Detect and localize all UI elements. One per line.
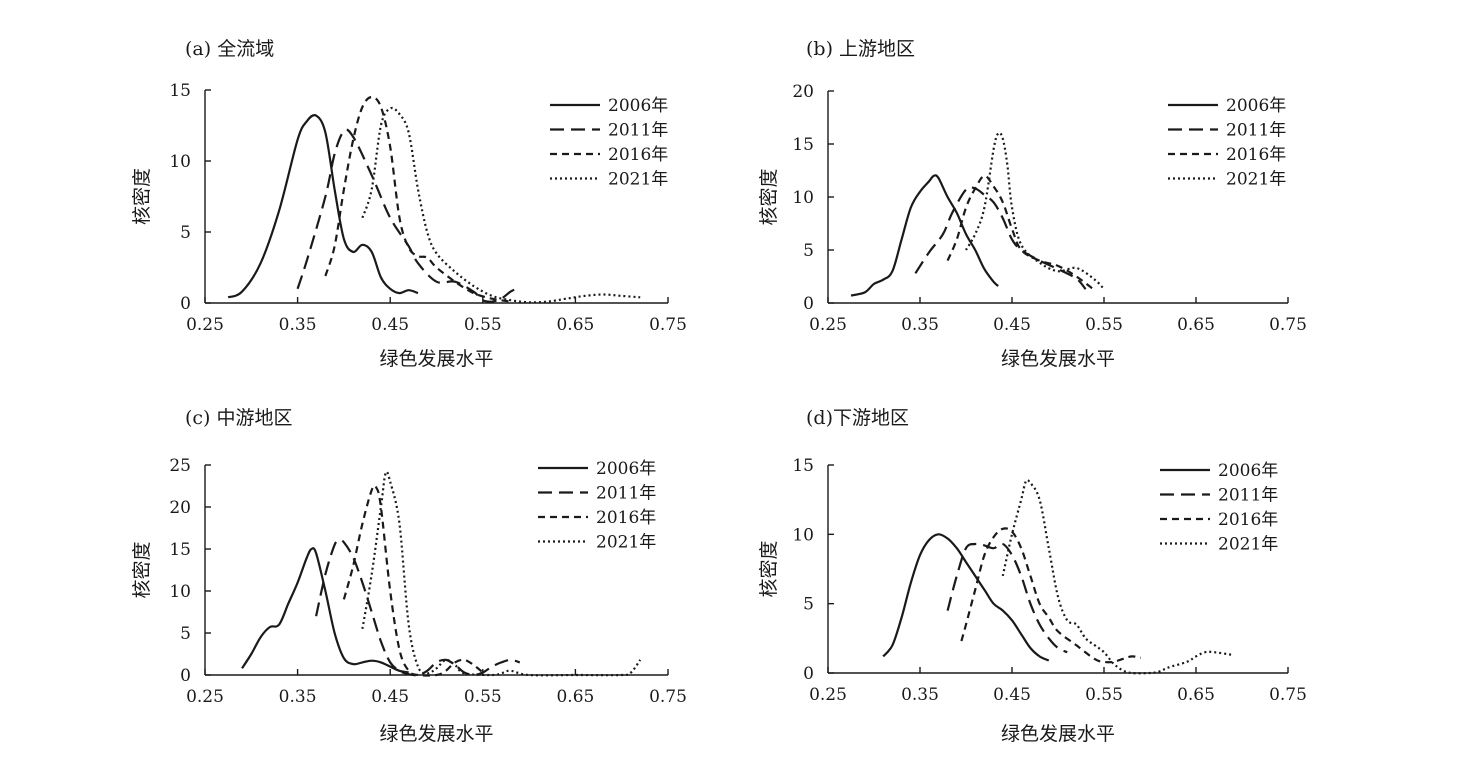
series-line-2011年 bbox=[946, 542, 1068, 654]
legend-label: 2011年 bbox=[608, 121, 668, 141]
legend-label: 2016年 bbox=[1226, 145, 1286, 165]
x-tick-label: 0.55 bbox=[1085, 315, 1123, 335]
y-axis-label: 核密度 bbox=[758, 168, 780, 225]
legend-label: 2011年 bbox=[1226, 121, 1286, 141]
y-tick-label: 15 bbox=[792, 135, 814, 155]
legend-label: 2006年 bbox=[596, 459, 656, 479]
series-line-2011年 bbox=[914, 186, 1087, 290]
x-tick-label: 0.65 bbox=[556, 315, 594, 335]
y-tick-label: 10 bbox=[169, 582, 191, 602]
series-line-2021年 bbox=[361, 106, 641, 304]
y-tick-label: 5 bbox=[803, 595, 814, 615]
series-line-2021年 bbox=[965, 131, 1105, 290]
series-line-2021年 bbox=[361, 470, 642, 677]
series-line-2011年 bbox=[296, 128, 521, 303]
legend-label: 2011年 bbox=[596, 484, 656, 504]
y-tick-label: 10 bbox=[169, 152, 191, 172]
x-axis-label: 绿色发展水平 bbox=[379, 348, 493, 370]
x-tick-label: 0.25 bbox=[809, 315, 847, 335]
legend-label: 2011年 bbox=[1218, 486, 1278, 506]
legend-label: 2021年 bbox=[1226, 170, 1286, 190]
y-tick-label: 5 bbox=[180, 624, 191, 644]
x-tick-label: 0.75 bbox=[1269, 685, 1307, 705]
legend-label: 2006年 bbox=[608, 96, 668, 116]
chart-panel-4: (d)下游地区 0.25 0.35 0.45 0.55 0.65 0.75 0 5 10 15 核密度… bbox=[758, 407, 1307, 745]
y-tick-label: 0 bbox=[180, 294, 191, 314]
series-line-2016年 bbox=[946, 174, 1096, 292]
chart-title: (d)下游地区 bbox=[806, 407, 909, 429]
x-tick-label: 0.35 bbox=[279, 315, 317, 335]
x-tick-label: 0.55 bbox=[1085, 685, 1123, 705]
series-line-2011年 bbox=[315, 539, 521, 677]
series-line-2016年 bbox=[324, 96, 511, 303]
x-tick-label: 0.65 bbox=[556, 687, 594, 707]
legend-label: 2006年 bbox=[1226, 96, 1286, 116]
series-line-2006年 bbox=[227, 114, 419, 299]
series-line-2016年 bbox=[342, 484, 484, 677]
x-tick-label: 0.25 bbox=[186, 687, 224, 707]
chart-panel-2: (b) 上游地区 0.25 0.35 0.45 0.55 0.65 0.75 0 5 10 15 20… bbox=[758, 38, 1307, 370]
x-tick-label: 0.75 bbox=[649, 687, 687, 707]
x-tick-label: 0.35 bbox=[279, 687, 317, 707]
legend-label: 2006年 bbox=[1218, 461, 1278, 481]
y-axis-label: 核密度 bbox=[131, 541, 153, 598]
legend-label: 2016年 bbox=[608, 145, 668, 165]
x-tick-label: 0.45 bbox=[371, 315, 409, 335]
chart-title: (a) 全流域 bbox=[185, 38, 274, 60]
y-tick-label: 10 bbox=[792, 525, 814, 545]
x-tick-label: 0.45 bbox=[371, 687, 409, 707]
x-tick-label: 0.65 bbox=[1177, 315, 1215, 335]
y-tick-label: 5 bbox=[180, 223, 191, 243]
legend-label: 2021年 bbox=[1218, 535, 1278, 555]
x-tick-label: 0.65 bbox=[1177, 685, 1215, 705]
y-tick-label: 15 bbox=[169, 540, 191, 560]
y-tick-label: 20 bbox=[169, 498, 191, 518]
chart-title: (c) 中游地区 bbox=[185, 407, 293, 429]
y-tick-label: 10 bbox=[792, 188, 814, 208]
x-axis-label: 绿色发展水平 bbox=[379, 723, 493, 745]
x-tick-label: 0.25 bbox=[809, 685, 847, 705]
chart-panel-1: (a) 全流域 0.25 0.35 0.45 0.55 0.65 0.75 0 5 10 15 核密度… bbox=[131, 38, 687, 370]
x-tick-label: 0.45 bbox=[993, 315, 1031, 335]
y-tick-label: 20 bbox=[792, 82, 814, 102]
y-tick-label: 0 bbox=[803, 664, 814, 684]
x-tick-label: 0.75 bbox=[649, 315, 687, 335]
x-tick-label: 0.45 bbox=[993, 685, 1031, 705]
x-tick-label: 0.75 bbox=[1269, 315, 1307, 335]
y-tick-label: 0 bbox=[180, 666, 191, 686]
y-tick-label: 25 bbox=[169, 456, 191, 476]
legend-label: 2016年 bbox=[596, 508, 656, 528]
x-tick-label: 0.55 bbox=[464, 315, 502, 335]
chart-panel-3: (c) 中游地区 0.25 0.35 0.45 0.55 0.65 0.75 0 5 10 15 20… bbox=[131, 407, 687, 745]
x-axis-label: 绿色发展水平 bbox=[1001, 348, 1115, 370]
x-tick-label: 0.25 bbox=[186, 315, 224, 335]
series-line-2006年 bbox=[850, 174, 999, 297]
x-tick-label: 0.55 bbox=[464, 687, 502, 707]
y-tick-label: 15 bbox=[169, 81, 191, 101]
series-line-2006年 bbox=[882, 533, 1050, 662]
chart-title: (b) 上游地区 bbox=[806, 38, 915, 60]
x-axis-label: 绿色发展水平 bbox=[1001, 723, 1115, 745]
x-tick-label: 0.35 bbox=[901, 685, 939, 705]
legend-label: 2021年 bbox=[596, 533, 656, 553]
y-tick-label: 15 bbox=[792, 456, 814, 476]
legend-label: 2016年 bbox=[1218, 510, 1278, 530]
y-tick-label: 0 bbox=[803, 294, 814, 314]
y-axis-label: 核密度 bbox=[758, 540, 780, 597]
legend-label: 2021年 bbox=[608, 170, 668, 190]
series-line-2021年 bbox=[1001, 478, 1233, 675]
y-tick-label: 5 bbox=[803, 241, 814, 261]
series-line-2006年 bbox=[241, 547, 409, 674]
x-tick-label: 0.35 bbox=[901, 315, 939, 335]
y-axis-label: 核密度 bbox=[131, 168, 153, 225]
series-line-2016年 bbox=[960, 527, 1141, 664]
